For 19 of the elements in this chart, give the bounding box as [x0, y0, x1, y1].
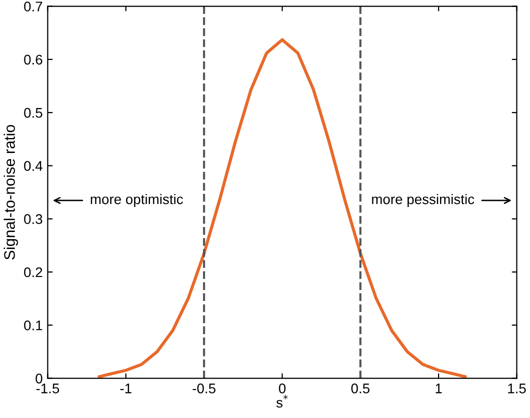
y-tick-label: 0.4 [24, 161, 42, 171]
x-tick-label: 1.5 [508, 384, 526, 394]
annotation: more optimistic [90, 194, 183, 207]
x-tick-label: -0.5 [192, 384, 216, 394]
y-tick-label: 0.3 [24, 214, 42, 224]
y-axis-title: Signal-to-noise ratio [4, 124, 18, 260]
y-tick-label: 0.5 [24, 108, 42, 118]
x-tick-label: 0 [278, 384, 286, 394]
annotation: more pessimistic [372, 194, 474, 207]
x-tick-label: -1 [120, 384, 132, 394]
y-tick-label: 0 [36, 374, 42, 384]
x-tick-label: 0.5 [351, 384, 370, 394]
x-tick-label: 1 [436, 384, 442, 394]
x-axis-title: s$^{*}$ [276, 394, 288, 408]
y-tick-label: 0.7 [24, 2, 42, 12]
x-tick-label: -1.5 [36, 384, 60, 394]
y-tick-label: 0.6 [24, 54, 42, 65]
y-tick-label: 0.2 [24, 267, 42, 278]
y-tick-label: 0.1 [24, 320, 42, 330]
